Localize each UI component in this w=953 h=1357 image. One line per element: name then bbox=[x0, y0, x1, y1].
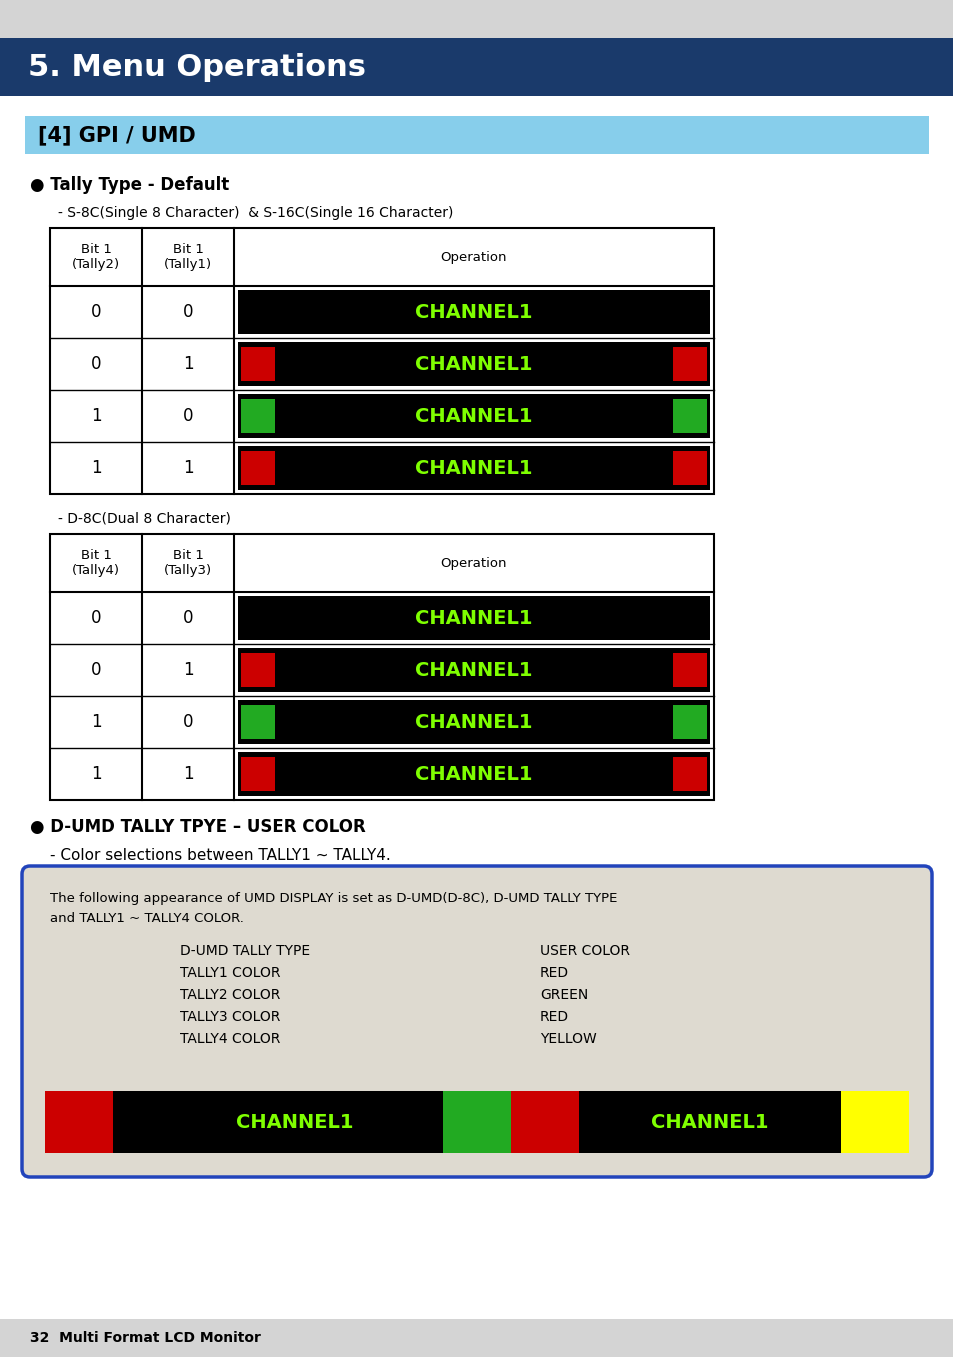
Text: YELLOW: YELLOW bbox=[539, 1033, 597, 1046]
Text: Bit 1
(Tally2): Bit 1 (Tally2) bbox=[71, 243, 120, 271]
Bar bbox=[237, 700, 709, 744]
Bar bbox=[672, 451, 706, 486]
Bar bbox=[45, 1091, 112, 1153]
Text: Bit 1
(Tally3): Bit 1 (Tally3) bbox=[164, 550, 212, 577]
Bar bbox=[0, 1319, 953, 1357]
Bar bbox=[237, 596, 709, 641]
Text: USER COLOR: USER COLOR bbox=[539, 944, 629, 958]
Text: Bit 1
(Tally1): Bit 1 (Tally1) bbox=[164, 243, 212, 271]
Text: ● Tally Type - Default: ● Tally Type - Default bbox=[30, 176, 229, 194]
Text: ● D-UMD TALLY TPYE – USER COLOR: ● D-UMD TALLY TPYE – USER COLOR bbox=[30, 818, 365, 836]
Text: CHANNEL1: CHANNEL1 bbox=[236, 1113, 354, 1132]
Text: Operation: Operation bbox=[440, 556, 507, 570]
Text: 1: 1 bbox=[182, 459, 193, 478]
Text: 0: 0 bbox=[91, 661, 101, 678]
Bar bbox=[45, 1091, 908, 1153]
Text: 1: 1 bbox=[91, 765, 101, 783]
Bar bbox=[0, 38, 953, 96]
Text: 1: 1 bbox=[182, 765, 193, 783]
Text: - Color selections between TALLY1 ~ TALLY4.: - Color selections between TALLY1 ~ TALL… bbox=[50, 848, 391, 863]
Bar bbox=[237, 342, 709, 385]
Bar bbox=[50, 535, 713, 801]
Text: 0: 0 bbox=[183, 303, 193, 322]
Text: 0: 0 bbox=[183, 712, 193, 731]
Text: 5. Menu Operations: 5. Menu Operations bbox=[28, 53, 366, 81]
Bar bbox=[672, 704, 706, 740]
Text: Operation: Operation bbox=[440, 251, 507, 263]
Text: CHANNEL1: CHANNEL1 bbox=[415, 459, 532, 478]
Bar bbox=[672, 653, 706, 687]
Text: CHANNEL1: CHANNEL1 bbox=[415, 354, 532, 373]
Bar bbox=[841, 1091, 908, 1153]
Bar bbox=[50, 228, 713, 494]
Bar bbox=[241, 704, 275, 740]
Bar bbox=[237, 446, 709, 490]
Bar bbox=[237, 752, 709, 797]
Text: CHANNEL1: CHANNEL1 bbox=[415, 608, 532, 627]
Text: 0: 0 bbox=[91, 303, 101, 322]
Text: TALLY3 COLOR: TALLY3 COLOR bbox=[180, 1010, 280, 1025]
Bar bbox=[0, 0, 953, 38]
Text: 1: 1 bbox=[182, 356, 193, 373]
Text: 1: 1 bbox=[182, 661, 193, 678]
Text: RED: RED bbox=[539, 966, 569, 980]
Text: TALLY2 COLOR: TALLY2 COLOR bbox=[180, 988, 280, 1001]
Bar bbox=[241, 399, 275, 433]
Bar bbox=[511, 1091, 578, 1153]
Text: TALLY1 COLOR: TALLY1 COLOR bbox=[180, 966, 280, 980]
Bar bbox=[672, 347, 706, 381]
Bar bbox=[672, 399, 706, 433]
Text: 0: 0 bbox=[183, 407, 193, 425]
Text: and TALLY1 ~ TALLY4 COLOR.: and TALLY1 ~ TALLY4 COLOR. bbox=[50, 912, 244, 925]
Text: 0: 0 bbox=[91, 609, 101, 627]
Text: TALLY4 COLOR: TALLY4 COLOR bbox=[180, 1033, 280, 1046]
Text: The following appearance of UMD DISPLAY is set as D-UMD(D-8C), D-UMD TALLY TYPE: The following appearance of UMD DISPLAY … bbox=[50, 892, 617, 905]
Text: 32  Multi Format LCD Monitor: 32 Multi Format LCD Monitor bbox=[30, 1331, 260, 1345]
Text: 1: 1 bbox=[91, 712, 101, 731]
FancyBboxPatch shape bbox=[22, 866, 931, 1177]
Text: CHANNEL1: CHANNEL1 bbox=[415, 303, 532, 322]
Text: GREEN: GREEN bbox=[539, 988, 588, 1001]
Bar bbox=[241, 653, 275, 687]
Bar bbox=[237, 394, 709, 438]
Bar bbox=[442, 1091, 511, 1153]
Text: 0: 0 bbox=[183, 609, 193, 627]
Text: CHANNEL1: CHANNEL1 bbox=[415, 712, 532, 731]
Text: Bit 1
(Tally4): Bit 1 (Tally4) bbox=[71, 550, 120, 577]
Text: - D-8C(Dual 8 Character): - D-8C(Dual 8 Character) bbox=[58, 512, 231, 527]
Text: CHANNEL1: CHANNEL1 bbox=[415, 764, 532, 783]
Text: 1: 1 bbox=[91, 407, 101, 425]
Text: RED: RED bbox=[539, 1010, 569, 1025]
Text: [4] GPI / UMD: [4] GPI / UMD bbox=[38, 125, 195, 145]
Text: CHANNEL1: CHANNEL1 bbox=[415, 661, 532, 680]
Bar bbox=[237, 290, 709, 334]
Bar bbox=[241, 347, 275, 381]
Text: CHANNEL1: CHANNEL1 bbox=[651, 1113, 768, 1132]
Bar bbox=[241, 451, 275, 486]
Text: D-UMD TALLY TYPE: D-UMD TALLY TYPE bbox=[180, 944, 310, 958]
Bar bbox=[241, 757, 275, 791]
Text: CHANNEL1: CHANNEL1 bbox=[415, 407, 532, 426]
Text: 1: 1 bbox=[91, 459, 101, 478]
Text: - S-8C(Single 8 Character)  & S-16C(Single 16 Character): - S-8C(Single 8 Character) & S-16C(Singl… bbox=[58, 206, 453, 220]
Text: 0: 0 bbox=[91, 356, 101, 373]
Bar bbox=[672, 757, 706, 791]
Bar bbox=[25, 115, 928, 153]
Bar bbox=[237, 649, 709, 692]
